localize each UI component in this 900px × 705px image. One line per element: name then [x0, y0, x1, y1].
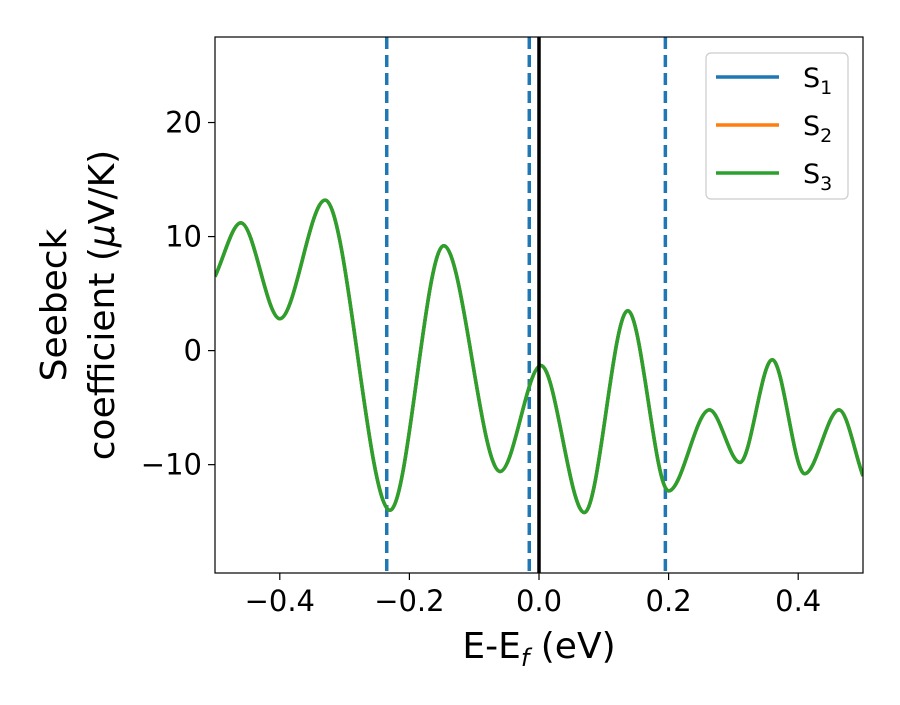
- legend-label-s3: S3: [803, 159, 832, 195]
- x-tick-label: −0.4: [245, 584, 315, 618]
- y-tick-label: 0: [184, 334, 202, 368]
- y-axis-title-line1: Seebeck: [34, 228, 75, 381]
- x-tick-label: 0.0: [516, 584, 562, 618]
- x-tick-label: 0.2: [646, 584, 692, 618]
- y-tick-label: 10: [165, 220, 202, 254]
- series-line-s3: [215, 198, 863, 515]
- legend: S1 S2 S3: [705, 52, 849, 200]
- legend-label-s2: S2: [803, 111, 832, 147]
- x-tick-label: −0.2: [374, 584, 444, 618]
- legend-label-s1: S1: [803, 63, 832, 99]
- y-tick-label: −10: [141, 448, 202, 482]
- y-axis-title: Seebeck coefficient (μV/K): [34, 150, 123, 460]
- y-axis-title-mu: μ: [82, 224, 123, 248]
- x-tick-label: 0.4: [775, 584, 821, 618]
- y-tick-label: 20: [165, 106, 202, 140]
- x-axis-title: E-Ef (eV): [462, 626, 615, 672]
- x-axis-ticks: −0.4 −0.2 0.0 0.2 0.4: [245, 573, 821, 618]
- x-axis-title-unit: (eV): [529, 626, 615, 667]
- y-axis-title-line2: coefficient (μV/K): [82, 150, 123, 460]
- y-axis-ticks: −10 0 10 20: [141, 106, 215, 482]
- plot-content: [215, 37, 863, 573]
